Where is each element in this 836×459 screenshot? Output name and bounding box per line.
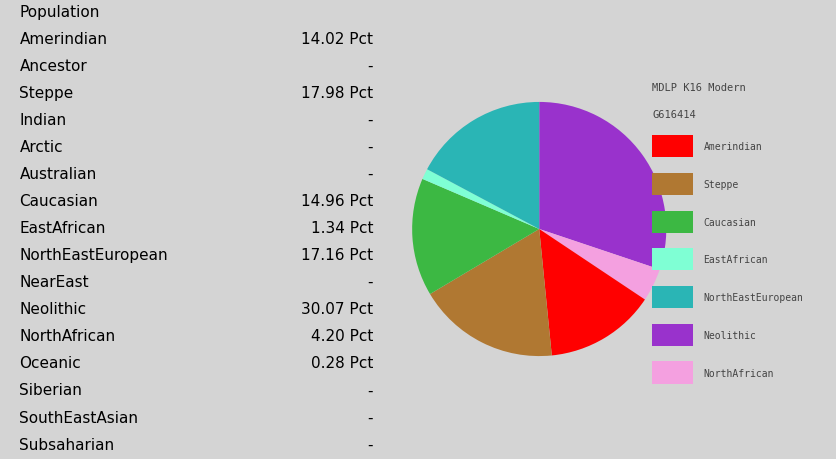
Text: 17.16 Pct: 17.16 Pct bbox=[301, 248, 373, 263]
Text: Neolithic: Neolithic bbox=[19, 302, 86, 317]
Bar bbox=[652, 211, 692, 233]
Text: -: - bbox=[368, 140, 373, 155]
Text: EastAfrican: EastAfrican bbox=[704, 255, 768, 265]
Text: -: - bbox=[368, 112, 373, 128]
Text: -: - bbox=[368, 59, 373, 73]
Text: -: - bbox=[368, 167, 373, 182]
Text: 14.02 Pct: 14.02 Pct bbox=[301, 32, 373, 47]
Text: -: - bbox=[368, 383, 373, 397]
Wedge shape bbox=[539, 230, 660, 300]
Bar bbox=[652, 249, 692, 271]
Text: NorthAfrican: NorthAfrican bbox=[704, 368, 774, 378]
Text: 4.20 Pct: 4.20 Pct bbox=[311, 329, 373, 344]
Text: Population: Population bbox=[19, 5, 99, 20]
Text: 30.07 Pct: 30.07 Pct bbox=[301, 302, 373, 317]
Text: NorthEastEuropean: NorthEastEuropean bbox=[704, 292, 803, 302]
Text: EastAfrican: EastAfrican bbox=[19, 221, 106, 235]
Text: -: - bbox=[368, 274, 373, 290]
Text: Neolithic: Neolithic bbox=[704, 330, 757, 340]
Bar bbox=[652, 324, 692, 346]
Text: 0.28 Pct: 0.28 Pct bbox=[311, 356, 373, 370]
Text: SouthEastAsian: SouthEastAsian bbox=[19, 410, 139, 425]
Wedge shape bbox=[539, 230, 645, 356]
Bar bbox=[652, 286, 692, 308]
Text: Caucasian: Caucasian bbox=[19, 194, 98, 209]
Wedge shape bbox=[430, 230, 552, 356]
Text: -: - bbox=[368, 410, 373, 425]
Wedge shape bbox=[422, 170, 539, 230]
Text: NearEast: NearEast bbox=[19, 274, 89, 290]
Text: Amerindian: Amerindian bbox=[704, 142, 762, 152]
Text: NorthAfrican: NorthAfrican bbox=[19, 329, 115, 344]
Text: Oceanic: Oceanic bbox=[19, 356, 81, 370]
Text: Arctic: Arctic bbox=[19, 140, 63, 155]
Text: 1.34 Pct: 1.34 Pct bbox=[311, 221, 373, 235]
Text: 17.98 Pct: 17.98 Pct bbox=[301, 86, 373, 101]
Text: Steppe: Steppe bbox=[704, 179, 739, 190]
Text: Steppe: Steppe bbox=[19, 86, 74, 101]
Text: 14.96 Pct: 14.96 Pct bbox=[301, 194, 373, 209]
Text: Siberian: Siberian bbox=[19, 383, 82, 397]
Wedge shape bbox=[427, 103, 539, 230]
Text: Amerindian: Amerindian bbox=[19, 32, 107, 47]
Text: NorthEastEuropean: NorthEastEuropean bbox=[19, 248, 168, 263]
Bar bbox=[652, 136, 692, 158]
Text: -: - bbox=[368, 437, 373, 452]
Bar bbox=[652, 174, 692, 196]
Bar bbox=[652, 362, 692, 384]
Text: MDLP K16 Modern: MDLP K16 Modern bbox=[652, 83, 746, 93]
Text: Subsaharian: Subsaharian bbox=[19, 437, 115, 452]
Text: Caucasian: Caucasian bbox=[704, 217, 757, 227]
Wedge shape bbox=[539, 103, 666, 270]
Text: Australian: Australian bbox=[19, 167, 97, 182]
Text: Ancestor: Ancestor bbox=[19, 59, 87, 73]
Text: Indian: Indian bbox=[19, 112, 67, 128]
Text: G616414: G616414 bbox=[652, 110, 696, 120]
Wedge shape bbox=[412, 179, 539, 294]
